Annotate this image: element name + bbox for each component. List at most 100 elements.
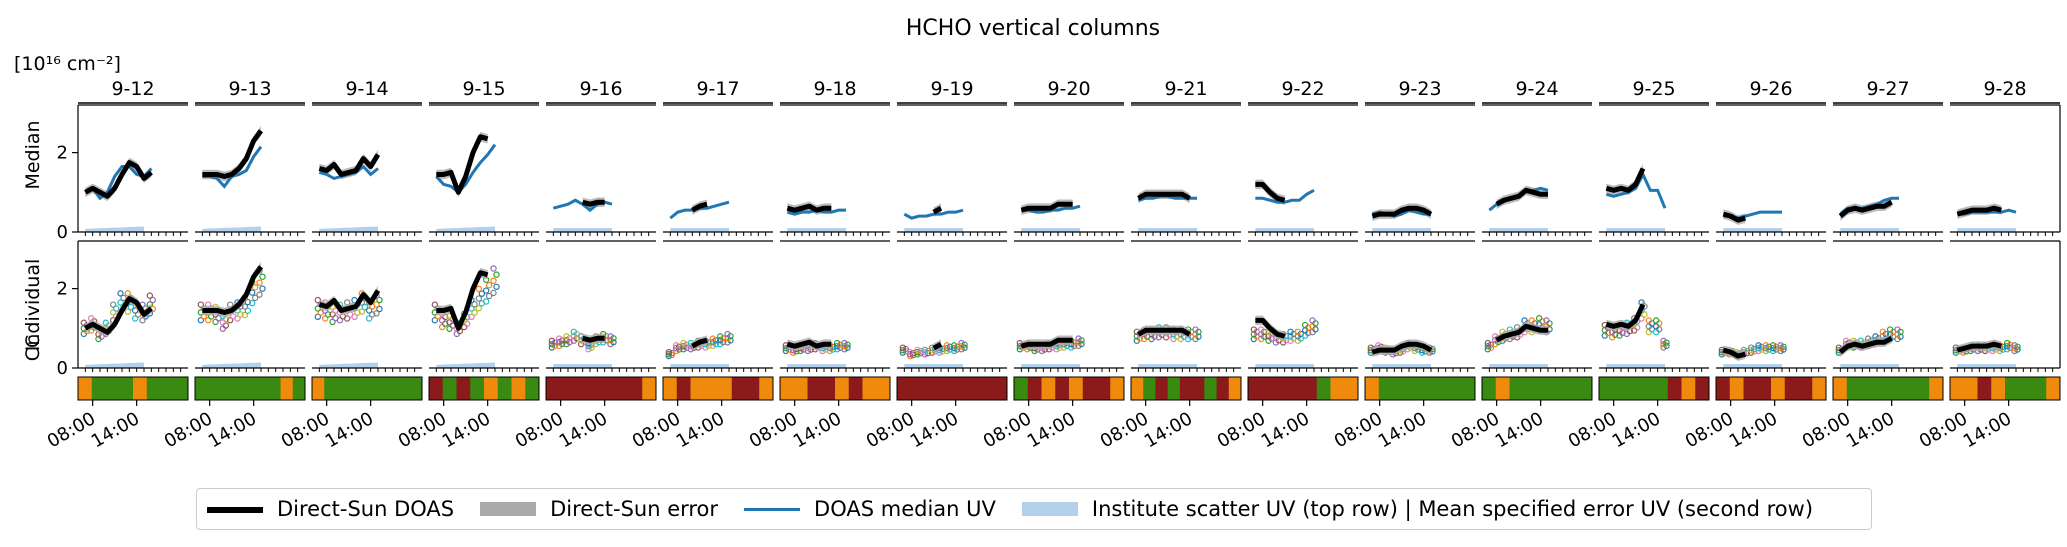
cc-frame <box>1247 376 1359 401</box>
individual-point <box>950 344 958 352</box>
cc-segment <box>718 377 733 400</box>
institute-scatter-area <box>553 228 612 232</box>
individual-point <box>1543 317 1550 324</box>
individual-point <box>324 311 332 318</box>
doas-median-line <box>435 143 497 195</box>
cc-segment <box>676 377 691 400</box>
cc-segment <box>243 377 257 400</box>
x-tick-label: 08:00 <box>1331 408 1386 452</box>
cc-segment <box>704 377 719 400</box>
individual-point <box>256 291 263 298</box>
cc-segment <box>546 377 561 400</box>
individual-point <box>607 333 614 340</box>
cc-segment <box>1014 377 1029 400</box>
cc-segment <box>336 377 350 400</box>
cc-segment <box>1640 377 1655 400</box>
doas-median-line <box>1605 171 1667 209</box>
direct-sun-line <box>318 289 381 313</box>
cc-segment <box>731 377 746 400</box>
x-tick-label: 08:00 <box>1799 408 1854 452</box>
individual-point <box>244 307 252 314</box>
direct-sun-line <box>84 160 153 199</box>
individual-point <box>899 346 907 354</box>
cc-segment <box>160 377 175 400</box>
individual-point <box>950 342 958 349</box>
individual-point <box>1755 342 1762 349</box>
cc-segment <box>1228 377 1242 400</box>
cc-segment <box>1433 377 1448 400</box>
x-tick-label: 08:00 <box>1682 408 1737 452</box>
cc-segment <box>1289 377 1304 400</box>
individual-point <box>943 342 951 349</box>
cc-segment <box>231 377 245 400</box>
individual-point <box>376 296 383 304</box>
individual-point <box>241 311 249 319</box>
individual-point <box>336 317 344 324</box>
cc-frame <box>1481 376 1593 401</box>
day-label: 9-14 <box>345 78 388 100</box>
cc-segment <box>1275 377 1290 400</box>
individual-point <box>329 318 336 326</box>
cc-segment <box>1392 377 1407 400</box>
cc-segment <box>1564 377 1579 400</box>
institute-scatter-area <box>1723 228 1782 232</box>
individual-point <box>446 325 453 332</box>
individual-point <box>1257 326 1265 333</box>
mean-error-area <box>436 362 495 368</box>
cc-segment <box>1784 377 1799 400</box>
cc-segment <box>1055 377 1070 400</box>
individual-point <box>841 339 848 347</box>
individual-point <box>471 301 478 308</box>
cc-segment <box>1798 377 1813 400</box>
cc-segment <box>1041 377 1056 400</box>
individual-point <box>321 315 329 322</box>
individual-point <box>475 295 483 302</box>
direct-sun-line <box>1371 341 1433 355</box>
day-label: 9-13 <box>228 78 271 100</box>
individual-point <box>724 330 731 338</box>
day-label: 9-26 <box>1749 78 1792 100</box>
individual-point <box>1750 348 1758 355</box>
individual-point <box>1535 315 1543 322</box>
individual-point <box>716 333 724 340</box>
individual-point <box>358 308 366 315</box>
cc-segment <box>1069 377 1084 400</box>
individual-point <box>902 345 910 353</box>
individual-point <box>2011 342 2018 349</box>
individual-point <box>248 299 256 307</box>
institute-scatter-area <box>904 228 963 232</box>
individual-point <box>124 308 132 315</box>
day-label: 9-12 <box>111 78 154 100</box>
legend-item-scatter: Institute scatter UV (top row) | Mean sp… <box>1021 497 1814 521</box>
individual-point <box>226 317 234 324</box>
legend-label-scatter: Institute scatter UV (top row) | Mean sp… <box>1091 497 1814 521</box>
mean-error-area <box>553 364 612 368</box>
individual-point <box>212 318 219 326</box>
cc-segment <box>2046 377 2061 400</box>
direct-sun-line <box>932 341 943 351</box>
x-tick-label: 08:00 <box>44 408 99 452</box>
mean-error-area <box>904 364 963 368</box>
direct-sun-line <box>1371 205 1433 219</box>
cc-segment <box>628 377 643 400</box>
individual-point <box>672 342 680 349</box>
individual-point <box>906 350 914 358</box>
day-label: 9-15 <box>462 78 505 100</box>
cc-segment <box>1344 377 1359 400</box>
cc-segment <box>1216 377 1230 400</box>
cc-segment <box>1729 377 1744 400</box>
cc-segment <box>442 377 457 400</box>
day-label: 9-25 <box>1632 78 1675 100</box>
individual-point <box>244 298 252 306</box>
cc-segment <box>511 377 526 400</box>
chart-panels: 9-1208:0014:009-1308:0014:009-1408:0014:… <box>44 78 2061 452</box>
individual-point <box>222 322 230 329</box>
cc-segment <box>280 377 294 400</box>
cc-segment <box>745 377 760 400</box>
individual-point <box>1652 317 1660 324</box>
cc-segment <box>2018 377 2033 400</box>
cc-segment <box>759 377 774 400</box>
individual-point <box>1762 344 1770 352</box>
cc-segment <box>525 377 540 400</box>
